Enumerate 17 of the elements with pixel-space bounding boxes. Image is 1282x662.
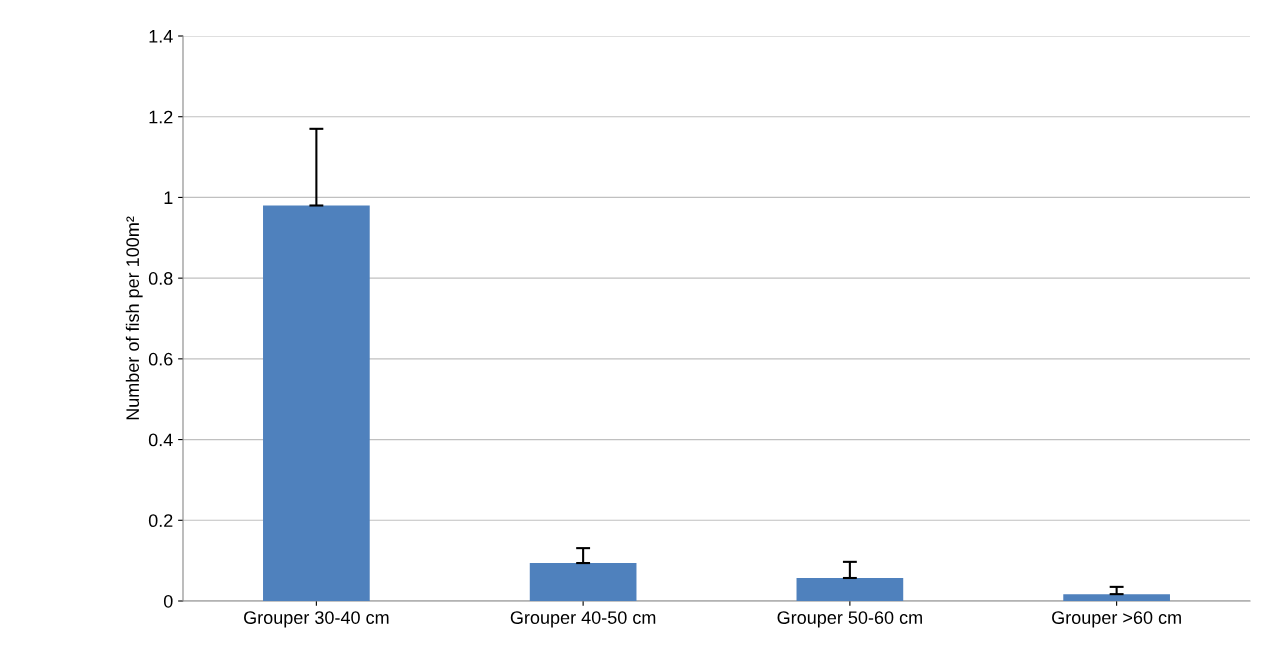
y-tick-label: 0.2 <box>148 514 173 528</box>
x-tick-label: Grouper 40-50 cm <box>510 611 656 628</box>
bar <box>263 205 370 601</box>
y-tick-label: 0 <box>163 594 173 608</box>
bar <box>796 578 904 601</box>
x-tick-label: Grouper 30-40 cm <box>244 611 389 628</box>
bar <box>1063 594 1170 601</box>
y-tick-label: 1 <box>164 191 173 204</box>
y-tick-label: 1.4 <box>149 30 173 43</box>
y-tick-label: 0.4 <box>148 433 173 447</box>
y-tick-label: 0.6 <box>148 352 173 366</box>
x-tick-label: Grouper >60 cm <box>1052 611 1181 628</box>
y-tick-label: 0.8 <box>148 272 173 285</box>
bar <box>529 563 637 601</box>
x-tick-label: Grouper 50-60 cm <box>777 611 922 628</box>
y-tick-label: 1.2 <box>149 110 173 124</box>
y-axis-title: Number of fish per 100m² <box>125 216 143 420</box>
